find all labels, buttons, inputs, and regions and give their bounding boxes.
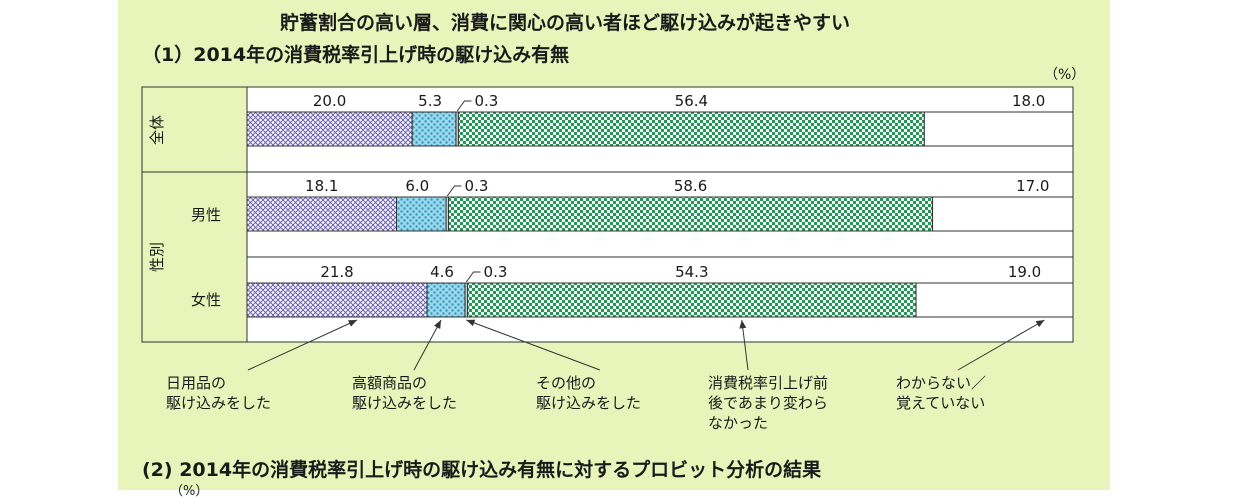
data-label-unknown-row2: 19.0 [1008,263,1041,281]
data-label-other-row0: 0.3 [474,92,498,110]
bar-daily-row2 [246,282,428,318]
annotation-unchanged: 消費税率引上げ前後であまり変わらなかった [708,374,828,432]
bar-unchanged-row2 [467,282,917,318]
data-label-luxury-row2: 4.6 [430,263,454,281]
annotation-daily: 日用品の駆け込みをした [166,374,271,412]
data-label-luxury-row0: 5.3 [418,92,442,110]
bar-unknown-row2 [915,282,1074,318]
bar-luxury-row0 [411,111,457,147]
annotation-arrowhead-unchanged [739,320,747,329]
data-label-other-row1: 0.3 [465,177,489,195]
annotation-arrow-unknown [957,319,1045,371]
annotation-arrow-daily [247,319,358,371]
leader-line-other-row2 [465,271,481,283]
stacked-bar-chart: 全体 性別 男性 女性 20.0 5.3 0.3 56.4 18.0 18.1 6.0 0.3… [141,86,1074,432]
annotation-arrowhead-unknown [1035,320,1045,328]
row-label-male: 男性 [191,206,221,224]
bar-unknown-row0 [923,111,1074,147]
annotation-arrowhead-other [466,319,476,327]
data-label-unknown-row0: 18.0 [1012,92,1045,110]
annotation-other: その他の駆け込みをした [536,374,641,412]
data-label-daily-row2: 21.8 [320,263,353,281]
annotation-arrow-other [466,319,601,371]
bar-unchanged-row1 [448,196,934,232]
annotation-arrowhead-luxury [434,320,442,329]
annotation-arrow-unchanged [741,319,749,371]
bar-daily-row0 [246,111,413,147]
chart-title: 貯蓄割合の高い層、消費に関心の高い者ほど駆け込みが起きやすい [280,12,851,34]
row-label-female: 女性 [191,291,221,309]
group-label-gender: 性別 [148,242,166,272]
data-label-daily-row1: 18.1 [305,177,338,195]
bar-unchanged-row0 [457,111,925,147]
data-label-other-row2: 0.3 [484,263,508,281]
data-label-unknown-row1: 17.0 [1016,177,1049,195]
bar-luxury-row1 [396,196,447,232]
chart-panel: 貯蓄割合の高い層、消費に関心の高い者ほど駆け込みが起きやすい （1）2014年の… [118,0,1110,499]
annotation-luxury: 高額商品の駆け込みをした [352,374,457,412]
data-label-unchanged-row2: 54.3 [675,263,708,281]
leader-line-other-row0 [456,100,472,112]
bar-daily-row1 [246,196,398,232]
unit-label: （%） [1044,67,1086,83]
annotation-arrow-luxury [413,319,442,371]
bar-luxury-row2 [426,282,466,318]
bar-unknown-row1 [932,196,1074,232]
annotation-arrowhead-daily [348,320,358,327]
leader-line-other-row1 [446,185,462,197]
data-label-unchanged-row1: 58.6 [674,177,707,195]
data-label-unchanged-row0: 56.4 [675,92,708,110]
subtitle-2: (2) 2014年の消費税率引上げ時の駆け込み有無に対するプロビット分析の結果 [142,459,822,481]
data-label-daily-row0: 20.0 [313,92,346,110]
annotation-unknown: わからない／覚えていない [896,374,986,412]
row-label-total: 全体 [148,115,166,145]
subtitle-1: （1）2014年の消費税率引上げ時の駆け込み有無 [142,44,570,66]
data-label-luxury-row1: 6.0 [405,177,429,195]
